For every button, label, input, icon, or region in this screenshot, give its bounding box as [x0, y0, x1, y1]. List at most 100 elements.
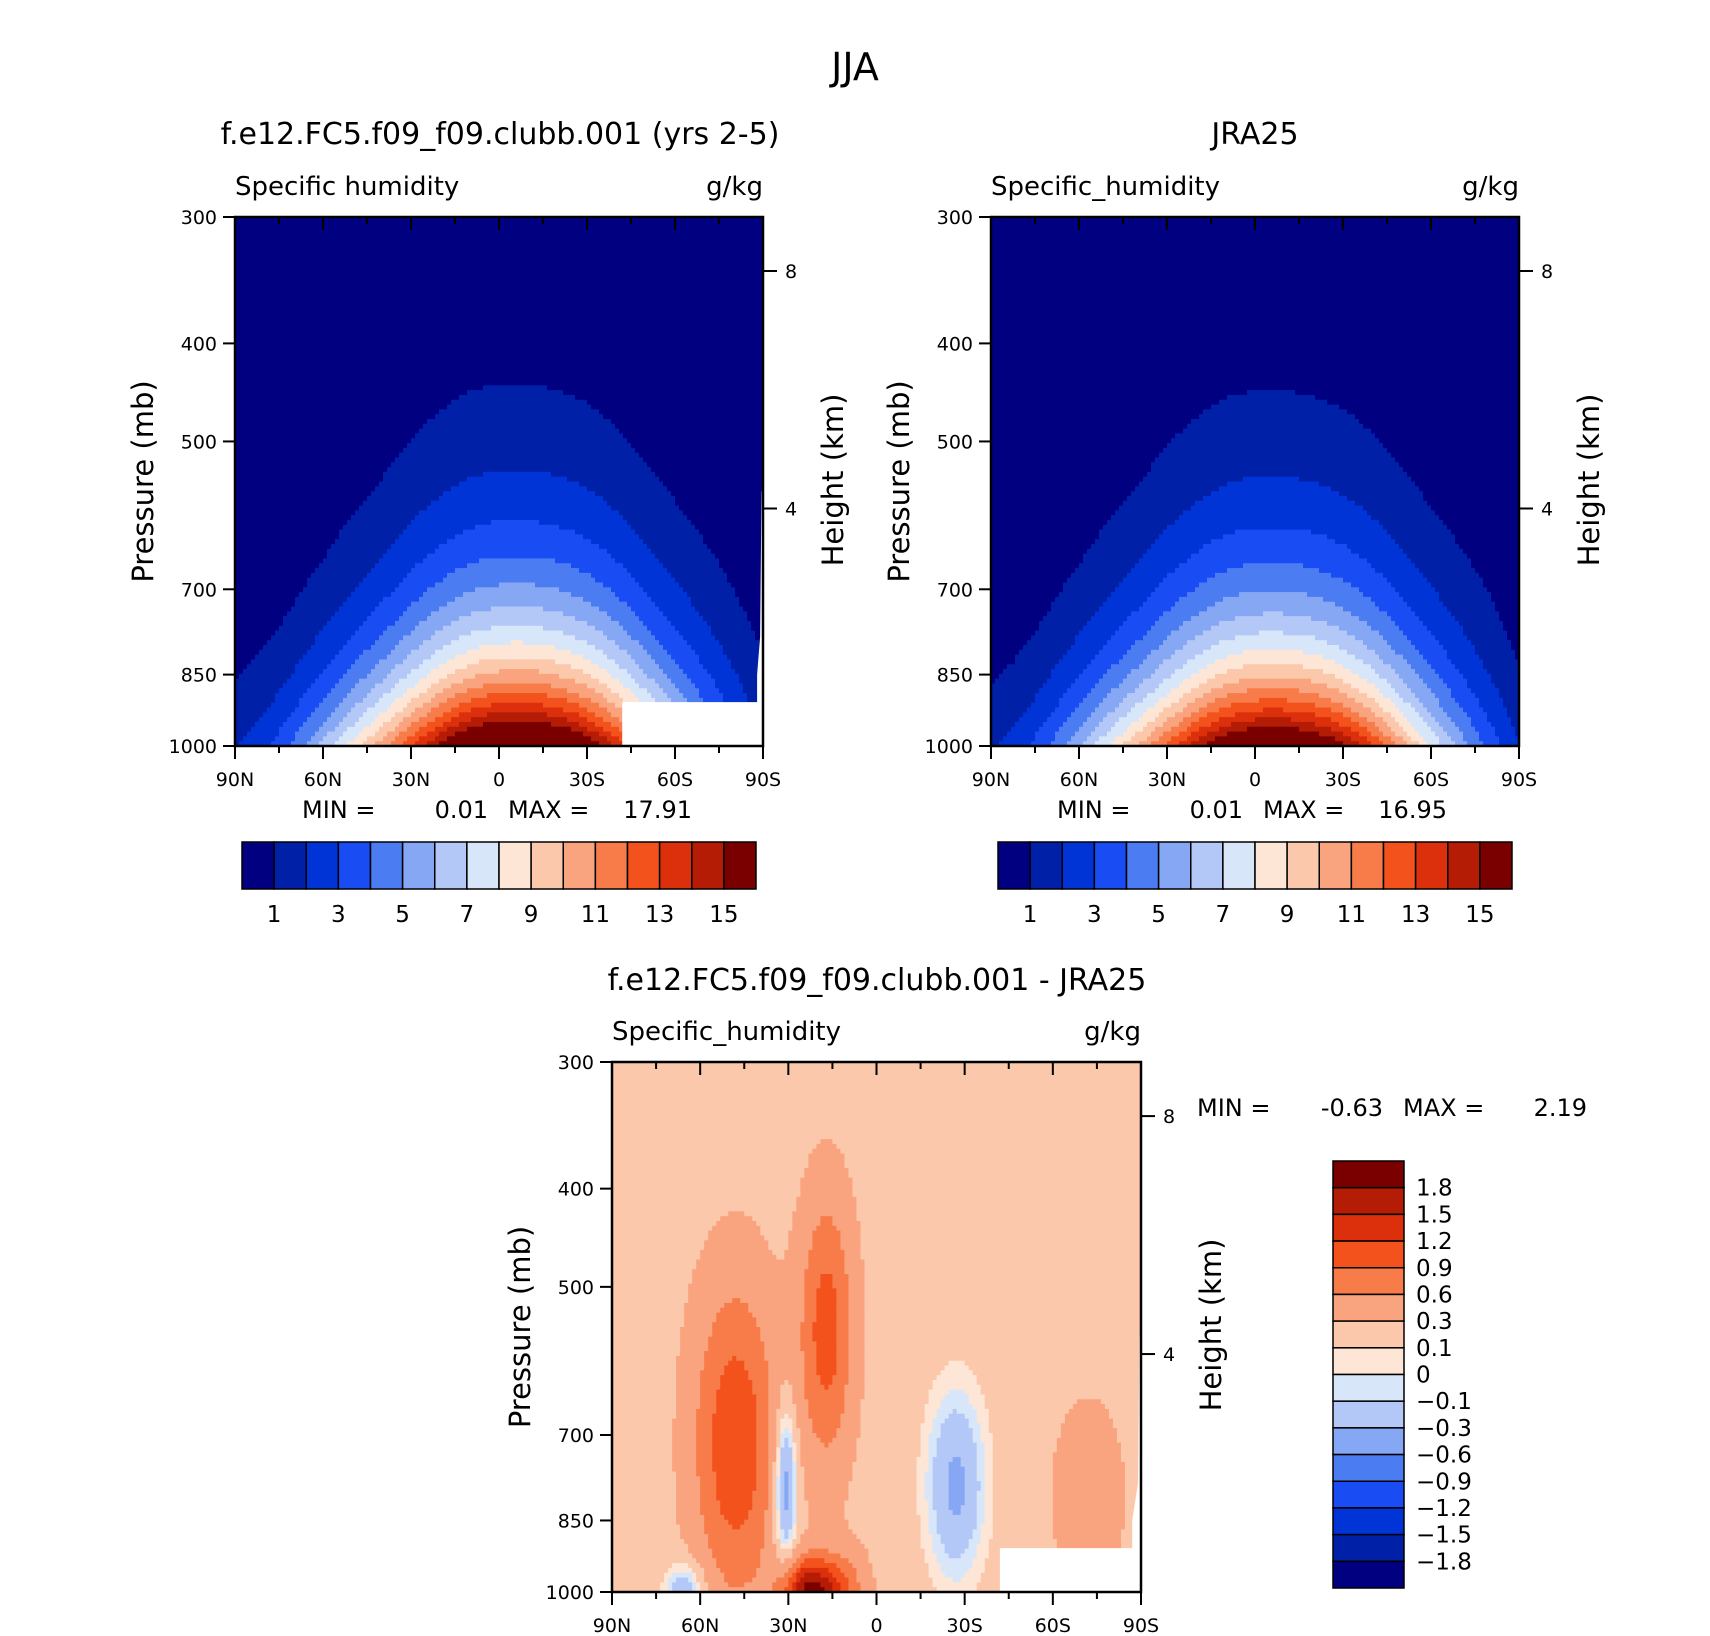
- y-axis-label: Pressure (mb): [882, 380, 916, 582]
- colorbar-label: 9: [524, 902, 539, 928]
- x-tick-label: 30N: [392, 769, 430, 791]
- colorbar-label: 0: [1416, 1363, 1431, 1389]
- y-tick-label: 500: [181, 431, 217, 453]
- colorbar-box: [1332, 1186, 1405, 1216]
- y-tick-label: 300: [181, 207, 217, 229]
- y-tick-label: 1000: [546, 1582, 594, 1604]
- figure-title: JJA: [829, 45, 879, 89]
- colorbar-box: [997, 841, 1031, 890]
- colorbar-label: 11: [1337, 902, 1366, 928]
- colorbar-box: [1414, 841, 1449, 890]
- max-label: MAX =: [1403, 1094, 1484, 1122]
- colorbar-box: [1157, 841, 1192, 890]
- y-tick-label: 1000: [925, 736, 973, 758]
- colorbar-box: [1332, 1427, 1405, 1456]
- y-tick-label: 400: [181, 333, 217, 355]
- colorbar-label: 0.1: [1416, 1336, 1453, 1362]
- colorbar-label: 11: [581, 902, 610, 928]
- colorbar-box: [594, 841, 629, 890]
- x-tick-label: 60N: [681, 1615, 719, 1636]
- right-tick-label: 8: [1163, 1106, 1175, 1128]
- y-tick-label: 300: [558, 1052, 594, 1074]
- x-tick-label: 60N: [1060, 769, 1098, 791]
- panel-difference: 90N 60N 30N 0 30S 60S 90S 300 400 500 700 850 1000 8 4…: [503, 963, 1587, 1636]
- x-tick-label: 90S: [1501, 769, 1537, 791]
- right-tick-label: 8: [785, 261, 797, 283]
- colorbar-label: 5: [395, 902, 410, 928]
- units-label: g/kg: [1084, 1017, 1141, 1047]
- y-axis-label-right: Height (km): [1194, 1239, 1228, 1412]
- x-tick-label: 60N: [304, 769, 342, 791]
- y-axis-label-right: Height (km): [1572, 394, 1606, 567]
- colorbar-label: 3: [331, 902, 346, 928]
- x-tick-label: 30S: [569, 769, 605, 791]
- colorbar-label: 15: [709, 902, 738, 928]
- y-axis-label: Pressure (mb): [503, 1226, 537, 1428]
- panel-title: f.e12.FC5.f09_f09.clubb.001 - JRA25: [608, 963, 1147, 998]
- colorbar-box: [1061, 841, 1096, 890]
- colorbar-box: [1190, 841, 1224, 890]
- y-tick-label: 850: [181, 665, 217, 687]
- right-tick-label: 4: [1541, 498, 1553, 520]
- colorbar-box: [369, 841, 404, 890]
- colorbar-label: 1: [267, 902, 282, 928]
- colorbar-box: [498, 841, 532, 890]
- colorbar-label: 1.2: [1416, 1229, 1453, 1255]
- colorbar-box: [337, 841, 372, 890]
- colorbar-box: [1332, 1347, 1405, 1376]
- colorbar-label: −0.3: [1416, 1416, 1472, 1442]
- y-tick-label: 700: [937, 579, 973, 601]
- x-tick-label: 90N: [972, 769, 1010, 791]
- colorbar-label: −1.5: [1416, 1523, 1472, 1549]
- min-value: 0.01: [435, 796, 488, 824]
- colorbar-box: [305, 841, 340, 890]
- x-tick-label: 60S: [1035, 1615, 1071, 1636]
- max-value: 17.91: [623, 796, 692, 824]
- variable-label: Specific_humidity: [991, 172, 1220, 202]
- colorbar-box: [1332, 1400, 1405, 1429]
- max-value: 2.19: [1534, 1094, 1587, 1122]
- colorbar-box: [530, 841, 564, 890]
- colorbar-label: 1.5: [1416, 1202, 1453, 1228]
- colorbar-label: 0.6: [1416, 1282, 1453, 1308]
- x-tick-label: 30S: [947, 1615, 983, 1636]
- x-tick-label: 0: [493, 769, 505, 791]
- x-tick-label: 60S: [657, 769, 693, 791]
- colorbar-label: 15: [1465, 902, 1494, 928]
- colorbar-box: [1332, 1560, 1405, 1589]
- colorbar-box: [723, 841, 757, 890]
- colorbar-box: [434, 841, 468, 890]
- colorbar-box: [626, 841, 661, 890]
- missing-data-mask: [999, 1336, 1141, 1592]
- units-label: g/kg: [706, 172, 763, 202]
- right-tick-label: 4: [785, 498, 797, 520]
- min-value: 0.01: [1190, 796, 1243, 824]
- colorbar-label: 0.3: [1416, 1309, 1453, 1335]
- colorbar-label: −0.6: [1416, 1443, 1472, 1469]
- panel-jra25: 90N 60N 30N 0 30S 60S 90S 300 400 500 700 850 1000 8 4…: [882, 117, 1606, 928]
- panel-model: 90N 60N 30N 0 30S 60S 90S 300 400 500 700 850 1000 8 4…: [126, 117, 850, 928]
- y-tick-label: 400: [558, 1179, 594, 1201]
- x-tick-label: 0: [870, 1615, 882, 1636]
- x-tick-label: 60S: [1413, 769, 1449, 791]
- y-tick-label: 1000: [169, 736, 217, 758]
- colorbar-box: [1382, 841, 1417, 890]
- x-tick-label: 30S: [1325, 769, 1361, 791]
- colorbar-label: 5: [1151, 902, 1166, 928]
- colorbar-box: [1286, 841, 1320, 890]
- x-tick-label: 90S: [1123, 1615, 1159, 1636]
- y-tick-label: 850: [937, 665, 973, 687]
- x-tick-label: 90N: [593, 1615, 631, 1636]
- colorbar-box: [1332, 1240, 1405, 1269]
- colorbar-box: [1332, 1320, 1405, 1349]
- colorbar-box: [1318, 841, 1353, 890]
- colorbar-box: [1332, 1267, 1405, 1296]
- colorbar-label: 7: [460, 902, 475, 928]
- colorbar-label: 9: [1280, 902, 1295, 928]
- colorbar-box: [1332, 1213, 1405, 1242]
- colorbar-label: 3: [1087, 902, 1102, 928]
- y-tick-label: 850: [558, 1510, 594, 1532]
- right-tick-label: 8: [1541, 261, 1553, 283]
- max-value: 16.95: [1378, 796, 1447, 824]
